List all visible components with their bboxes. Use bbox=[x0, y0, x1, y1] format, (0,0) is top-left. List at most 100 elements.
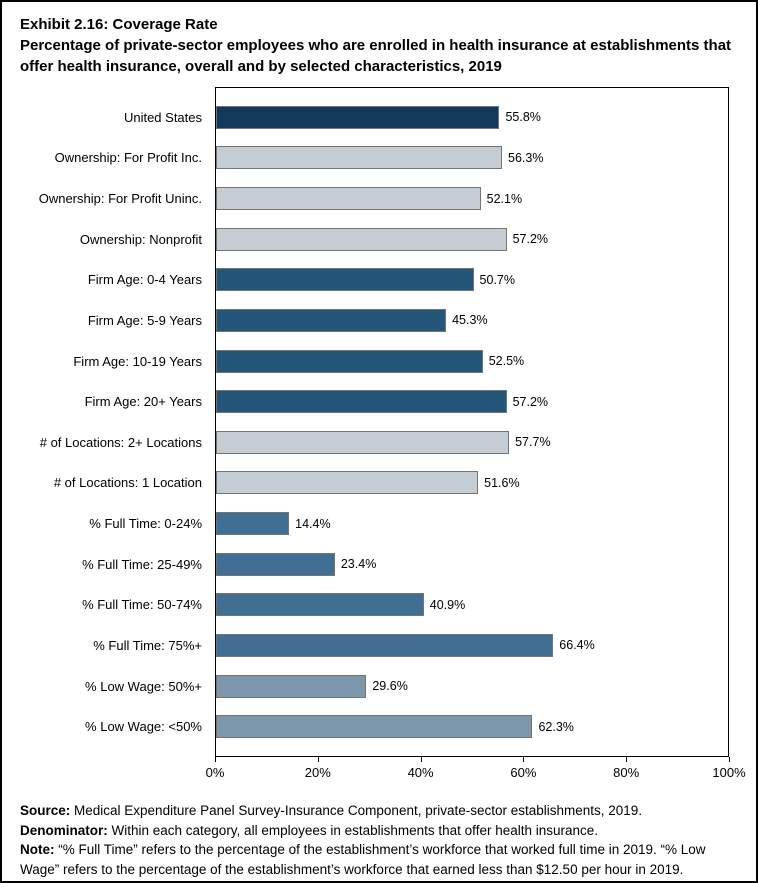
category-label: Firm Age: 10-19 Years bbox=[73, 353, 202, 369]
value-label: 23.4% bbox=[340, 557, 377, 572]
axis-tick-label: 100% bbox=[712, 765, 746, 780]
value-label: 45.3% bbox=[452, 313, 488, 328]
bar-track: 66.4% bbox=[216, 633, 724, 657]
axis-tick-label: 60% bbox=[510, 765, 537, 780]
value-label: 51.6% bbox=[484, 475, 520, 490]
category-label: % Full Time: 50-74% bbox=[82, 597, 202, 613]
category-label: # of Locations: 1 Location bbox=[53, 475, 202, 491]
chart-row: % Full Time: 25-49% 23.4% bbox=[2, 544, 756, 585]
axis-tick bbox=[626, 757, 628, 762]
bar-track: 56.3% bbox=[216, 146, 724, 170]
bar-track: 45.3% bbox=[216, 308, 724, 332]
chart-row: % Full Time: 50-74% 40.9% bbox=[2, 585, 756, 626]
chart-row: Ownership: For Profit Uninc. 52.1% bbox=[2, 178, 756, 219]
bar-track: 57.2% bbox=[216, 390, 724, 414]
axis-tick bbox=[420, 757, 422, 762]
bar-track: 57.2% bbox=[216, 227, 724, 251]
chart-row: United States 55.8% bbox=[2, 97, 756, 138]
bar-chart: United States 55.8% Ownership: For Profi… bbox=[2, 87, 756, 797]
bar-track: 29.6% bbox=[216, 674, 724, 698]
plot-area-frame bbox=[215, 87, 729, 757]
bar-track: 23.4% bbox=[216, 552, 724, 576]
denominator-text: Within each category, all employees in e… bbox=[107, 822, 599, 838]
bar bbox=[216, 146, 502, 170]
chart-row: % Low Wage: 50%+ 29.6% bbox=[2, 666, 756, 707]
bar bbox=[216, 552, 335, 576]
bar bbox=[216, 593, 424, 617]
chart-row: Firm Age: 0-4 Years 50.7% bbox=[2, 260, 756, 301]
value-label: 52.5% bbox=[488, 354, 525, 369]
chart-row: # of Locations: 1 Location 51.6% bbox=[2, 463, 756, 504]
bar bbox=[216, 349, 483, 373]
category-label: Firm Age: 5-9 Years bbox=[87, 312, 202, 328]
bar-track: 14.4% bbox=[216, 512, 724, 536]
bar-track: 57.7% bbox=[216, 430, 724, 454]
note-text: “% Full Time” refers to the percentage o… bbox=[20, 842, 706, 877]
chart-row: Ownership: For Profit Inc. 56.3% bbox=[2, 138, 756, 179]
chart-row: % Full Time: 75%+ 66.4% bbox=[2, 625, 756, 666]
bar bbox=[216, 227, 507, 251]
exhibit-title: Exhibit 2.16: Coverage Rate bbox=[20, 16, 218, 33]
bar bbox=[216, 674, 367, 698]
value-label: 57.2% bbox=[512, 394, 549, 409]
axis-tick bbox=[317, 757, 319, 762]
value-label: 52.1% bbox=[486, 191, 523, 206]
chart-row: % Full Time: 0-24% 14.4% bbox=[2, 503, 756, 544]
value-label: 55.8% bbox=[505, 110, 541, 125]
category-label: # of Locations: 2+ Locations bbox=[39, 434, 202, 450]
chart-header: Exhibit 2.16: Coverage Rate Percentage o… bbox=[20, 14, 740, 77]
bar-rows: United States 55.8% Ownership: For Profi… bbox=[2, 87, 756, 757]
denominator-note: Denominator: Within each category, all e… bbox=[20, 821, 742, 841]
value-label: 50.7% bbox=[479, 272, 515, 287]
value-label: 62.3% bbox=[538, 719, 574, 734]
category-label: % Low Wage: <50% bbox=[85, 719, 202, 735]
chart-row: Firm Age: 20+ Years 57.2% bbox=[2, 381, 756, 422]
bar bbox=[216, 715, 533, 739]
denominator-label: Denominator: bbox=[20, 822, 108, 838]
axis-tick-label: 40% bbox=[407, 765, 434, 780]
note-label: Note: bbox=[20, 842, 55, 857]
axis-tick-label: 20% bbox=[304, 765, 331, 780]
axis-tick bbox=[729, 757, 730, 762]
chart-row: Ownership: Nonprofit 57.2% bbox=[2, 219, 756, 260]
axis-tick bbox=[215, 757, 216, 762]
category-label: % Low Wage: 50%+ bbox=[85, 678, 202, 694]
axis-tick bbox=[523, 757, 525, 762]
bar bbox=[216, 268, 474, 292]
bar bbox=[216, 430, 510, 454]
bar-track: 51.6% bbox=[216, 471, 724, 495]
bar-track: 50.7% bbox=[216, 268, 724, 292]
bar-track: 62.3% bbox=[216, 715, 724, 739]
category-label: % Full Time: 0-24% bbox=[89, 516, 202, 532]
source-text: Medical Expenditure Panel Survey-Insuran… bbox=[70, 803, 643, 818]
chart-row: # of Locations: 2+ Locations 57.7% bbox=[2, 422, 756, 463]
category-label: Ownership: Nonprofit bbox=[79, 231, 202, 247]
value-label: 57.7% bbox=[515, 435, 551, 450]
chart-footnotes: Source: Medical Expenditure Panel Survey… bbox=[20, 801, 742, 879]
value-label: 56.3% bbox=[508, 150, 544, 165]
bar bbox=[216, 187, 481, 211]
category-label: Ownership: For Profit Inc. bbox=[54, 150, 202, 166]
bar bbox=[216, 512, 290, 536]
category-label: Firm Age: 0-4 Years bbox=[87, 272, 202, 288]
bar bbox=[216, 471, 479, 495]
value-label: 66.4% bbox=[559, 638, 595, 653]
value-label: 40.9% bbox=[429, 597, 466, 612]
bar-track: 52.1% bbox=[216, 187, 724, 211]
chart-row: Firm Age: 5-9 Years 45.3% bbox=[2, 300, 756, 341]
source-note: Source: Medical Expenditure Panel Survey… bbox=[20, 801, 742, 821]
bar bbox=[216, 633, 554, 657]
category-label: United States bbox=[123, 109, 202, 125]
bar-track: 52.5% bbox=[216, 349, 724, 373]
category-label: % Full Time: 25-49% bbox=[82, 556, 202, 572]
source-label: Source: bbox=[20, 803, 71, 818]
chart-row: Firm Age: 10-19 Years 52.5% bbox=[2, 341, 756, 382]
exhibit-subtitle: Percentage of private-sector employees w… bbox=[20, 37, 732, 75]
axis-tick-label: 80% bbox=[613, 765, 640, 780]
category-label: Ownership: For Profit Uninc. bbox=[38, 191, 202, 207]
value-label: 29.6% bbox=[372, 679, 408, 694]
definition-note: Note: “% Full Time” refers to the percen… bbox=[20, 840, 742, 879]
value-label: 57.2% bbox=[512, 232, 549, 247]
value-label: 14.4% bbox=[295, 516, 331, 531]
category-label: % Full Time: 75%+ bbox=[93, 637, 202, 653]
